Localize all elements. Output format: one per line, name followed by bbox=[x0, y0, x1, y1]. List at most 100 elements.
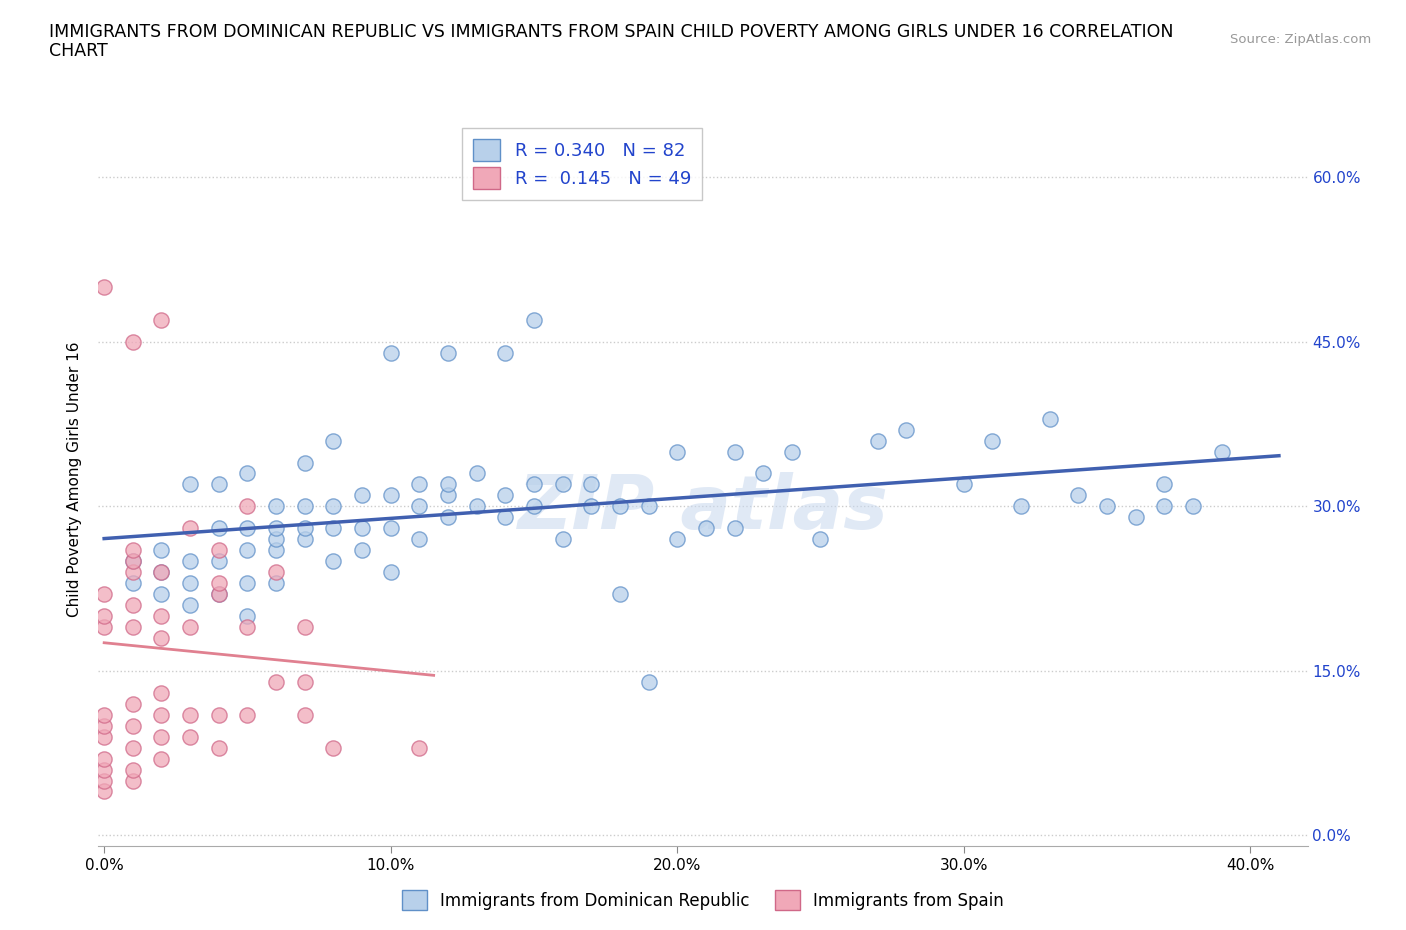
Point bbox=[150, 685, 173, 700]
Point bbox=[236, 708, 259, 723]
Point bbox=[866, 433, 889, 448]
Point bbox=[294, 455, 316, 470]
Point bbox=[523, 477, 546, 492]
Point bbox=[121, 718, 143, 733]
Point bbox=[208, 587, 231, 602]
Point bbox=[1153, 498, 1175, 513]
Point bbox=[208, 553, 231, 568]
Point bbox=[581, 477, 603, 492]
Point bbox=[179, 729, 201, 744]
Text: CHART: CHART bbox=[49, 42, 108, 60]
Point bbox=[408, 532, 430, 547]
Point bbox=[523, 312, 546, 327]
Point bbox=[637, 674, 659, 689]
Point bbox=[1211, 445, 1233, 459]
Text: ZIP atlas: ZIP atlas bbox=[517, 472, 889, 545]
Point bbox=[666, 532, 689, 547]
Point bbox=[1095, 498, 1118, 513]
Point bbox=[437, 488, 460, 503]
Point bbox=[150, 543, 173, 558]
Point bbox=[208, 587, 231, 602]
Point bbox=[264, 543, 287, 558]
Point bbox=[294, 521, 316, 536]
Point bbox=[236, 543, 259, 558]
Point bbox=[896, 422, 918, 437]
Point bbox=[322, 433, 344, 448]
Point bbox=[523, 498, 546, 513]
Point bbox=[150, 312, 173, 327]
Point bbox=[150, 565, 173, 579]
Point bbox=[294, 498, 316, 513]
Point bbox=[236, 608, 259, 623]
Point bbox=[236, 498, 259, 513]
Point bbox=[93, 751, 115, 766]
Point bbox=[93, 587, 115, 602]
Point bbox=[380, 488, 402, 503]
Point bbox=[121, 740, 143, 755]
Point bbox=[121, 697, 143, 711]
Point bbox=[93, 718, 115, 733]
Point bbox=[637, 498, 659, 513]
Point bbox=[1181, 498, 1204, 513]
Legend: R = 0.340   N = 82, R =  0.145   N = 49: R = 0.340 N = 82, R = 0.145 N = 49 bbox=[463, 128, 702, 200]
Point bbox=[551, 532, 574, 547]
Point bbox=[179, 576, 201, 591]
Point bbox=[294, 619, 316, 634]
Point bbox=[150, 708, 173, 723]
Point bbox=[236, 576, 259, 591]
Point bbox=[121, 565, 143, 579]
Point bbox=[121, 576, 143, 591]
Point bbox=[93, 762, 115, 777]
Point bbox=[121, 553, 143, 568]
Point bbox=[236, 521, 259, 536]
Point bbox=[93, 784, 115, 799]
Point bbox=[179, 553, 201, 568]
Point bbox=[208, 576, 231, 591]
Point bbox=[93, 708, 115, 723]
Point bbox=[1125, 510, 1147, 525]
Point bbox=[981, 433, 1004, 448]
Point bbox=[93, 608, 115, 623]
Point bbox=[150, 587, 173, 602]
Point bbox=[494, 488, 516, 503]
Point bbox=[581, 498, 603, 513]
Point bbox=[294, 708, 316, 723]
Point bbox=[150, 729, 173, 744]
Point bbox=[264, 674, 287, 689]
Point bbox=[121, 762, 143, 777]
Point bbox=[322, 521, 344, 536]
Point bbox=[264, 498, 287, 513]
Point bbox=[408, 477, 430, 492]
Point bbox=[121, 335, 143, 350]
Point bbox=[723, 445, 745, 459]
Point bbox=[264, 532, 287, 547]
Point bbox=[1153, 477, 1175, 492]
Point bbox=[294, 674, 316, 689]
Point bbox=[121, 619, 143, 634]
Point bbox=[264, 576, 287, 591]
Point bbox=[380, 521, 402, 536]
Point bbox=[350, 521, 373, 536]
Point bbox=[609, 587, 631, 602]
Point bbox=[350, 543, 373, 558]
Point bbox=[150, 631, 173, 645]
Point bbox=[494, 510, 516, 525]
Point bbox=[609, 498, 631, 513]
Point bbox=[93, 773, 115, 788]
Point bbox=[380, 565, 402, 579]
Point bbox=[437, 345, 460, 360]
Point bbox=[93, 280, 115, 295]
Point bbox=[380, 345, 402, 360]
Point bbox=[465, 466, 488, 481]
Point bbox=[236, 619, 259, 634]
Point bbox=[179, 521, 201, 536]
Point bbox=[952, 477, 974, 492]
Point bbox=[752, 466, 775, 481]
Point bbox=[322, 740, 344, 755]
Point bbox=[208, 740, 231, 755]
Point bbox=[208, 708, 231, 723]
Point bbox=[208, 477, 231, 492]
Point bbox=[294, 532, 316, 547]
Point bbox=[695, 521, 717, 536]
Point bbox=[179, 619, 201, 634]
